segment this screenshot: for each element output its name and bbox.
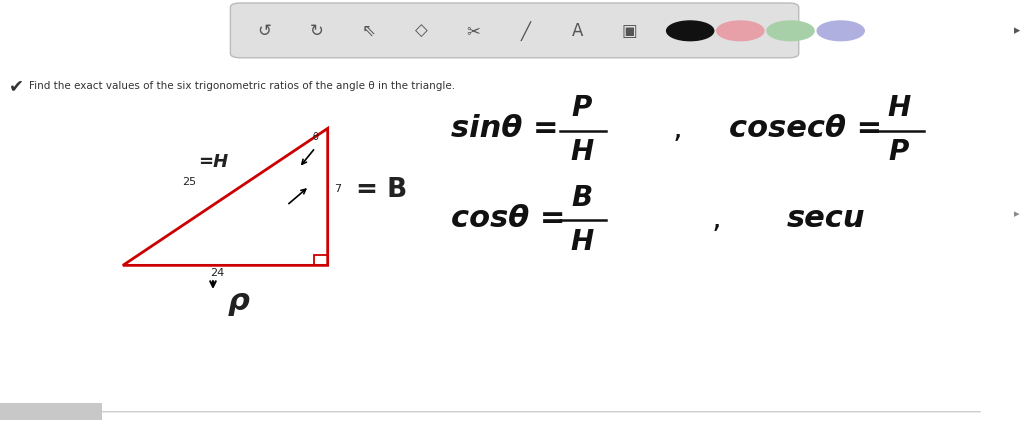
Text: P: P bbox=[889, 138, 909, 166]
Text: ,: , bbox=[673, 114, 683, 143]
Text: 24: 24 bbox=[210, 268, 224, 278]
Text: = B: = B bbox=[356, 177, 408, 203]
FancyBboxPatch shape bbox=[230, 3, 799, 58]
Text: H: H bbox=[570, 228, 593, 256]
Text: H: H bbox=[570, 138, 593, 166]
Bar bbox=[314, 256, 328, 265]
Text: ρ: ρ bbox=[227, 287, 249, 316]
Text: B: B bbox=[571, 184, 592, 212]
Text: ↻: ↻ bbox=[309, 22, 324, 40]
Circle shape bbox=[717, 21, 764, 41]
Text: ✂: ✂ bbox=[466, 22, 480, 40]
Text: P: P bbox=[571, 94, 592, 122]
Circle shape bbox=[767, 21, 814, 41]
Text: ↺: ↺ bbox=[257, 22, 271, 40]
Text: ╱: ╱ bbox=[520, 21, 530, 41]
Text: ✔: ✔ bbox=[9, 77, 24, 95]
Circle shape bbox=[667, 21, 714, 41]
Text: ▸: ▸ bbox=[1014, 209, 1020, 219]
Text: ◇: ◇ bbox=[415, 22, 427, 40]
Bar bbox=[0, 403, 102, 420]
Text: sinθ =: sinθ = bbox=[451, 114, 558, 143]
Circle shape bbox=[817, 21, 864, 41]
Text: θ: θ bbox=[312, 132, 318, 142]
Text: cosθ =: cosθ = bbox=[451, 204, 565, 233]
Text: secu: secu bbox=[786, 204, 865, 233]
Text: Find the exact values of the six trigonometric ratios of the angle θ in the tria: Find the exact values of the six trigono… bbox=[29, 80, 455, 91]
Text: 25: 25 bbox=[182, 177, 197, 187]
Text: A: A bbox=[571, 22, 584, 40]
Text: ▸: ▸ bbox=[1014, 24, 1020, 37]
Text: cosecθ =: cosecθ = bbox=[729, 114, 883, 143]
Text: ⇖: ⇖ bbox=[361, 22, 376, 40]
Text: ▣: ▣ bbox=[622, 22, 638, 40]
Text: ,: , bbox=[712, 204, 722, 233]
Text: H: H bbox=[888, 94, 910, 122]
Text: 7: 7 bbox=[335, 184, 341, 194]
Text: =H: =H bbox=[198, 153, 228, 171]
